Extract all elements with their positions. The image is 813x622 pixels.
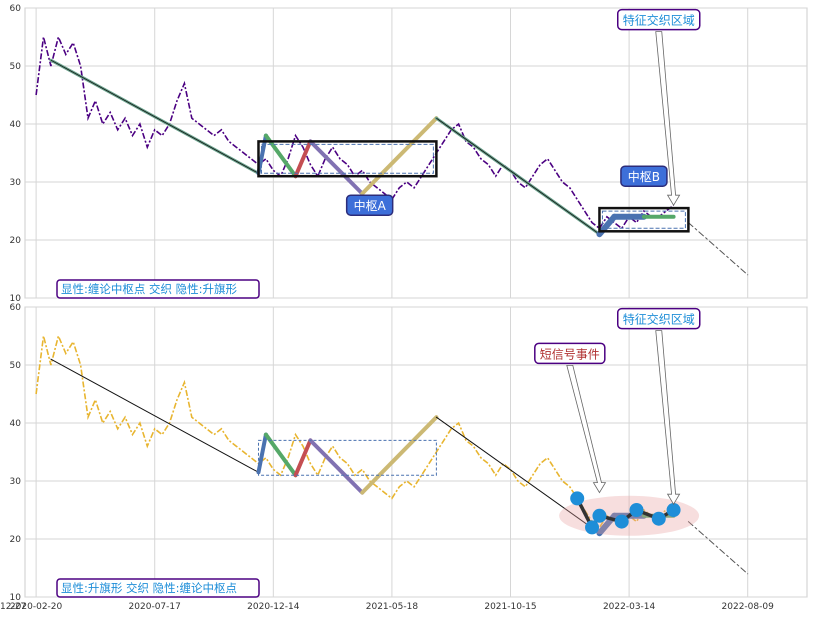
x-tick-label: 2021-05-18 bbox=[366, 602, 419, 612]
price-series-line bbox=[35, 333, 675, 529]
annotation-box bbox=[534, 342, 606, 365]
zhongshu-inner-box bbox=[601, 210, 686, 229]
signal-point bbox=[614, 514, 629, 529]
x-tick-label: 2021-10-15 bbox=[484, 602, 536, 612]
callout-arrow bbox=[655, 330, 681, 505]
y-tick-label: 40 bbox=[10, 419, 22, 429]
annotation-box bbox=[620, 165, 668, 187]
bi-segment bbox=[360, 116, 439, 196]
annotation-box bbox=[617, 8, 701, 31]
callout-arrow bbox=[566, 365, 607, 494]
plot-area-1 bbox=[24, 7, 808, 299]
x-tick-label: 2020-02-20 bbox=[10, 602, 63, 612]
signal-point bbox=[592, 508, 607, 523]
signal-point bbox=[629, 503, 644, 517]
zhongshu-box bbox=[257, 140, 438, 178]
bi-segment bbox=[360, 415, 439, 495]
bi-segment bbox=[293, 139, 313, 179]
y-tick-label: 60 bbox=[10, 4, 22, 14]
legend-box bbox=[56, 279, 260, 299]
bi-segment bbox=[263, 432, 298, 478]
annotation-label: 中枢B bbox=[628, 169, 660, 184]
annotation-label: 中枢A bbox=[354, 198, 387, 213]
bi-segment bbox=[435, 416, 600, 534]
bi-segment-core bbox=[50, 59, 259, 174]
y-tick-label: 40 bbox=[10, 120, 22, 130]
bi-segment bbox=[687, 521, 749, 575]
annotation-box bbox=[345, 194, 394, 216]
y-tick-label: 50 bbox=[10, 62, 22, 72]
legend-text: 显性:缠论中枢点 交织 隐性:升旗形 bbox=[61, 282, 238, 296]
y-tick-label: 10 bbox=[10, 294, 22, 304]
legend-text: 显性:升旗形 交织 隐性:缠论中枢点 bbox=[61, 581, 237, 595]
y-tick-label: 20 bbox=[10, 535, 22, 545]
x-tick-label: 2022-08-09 bbox=[722, 602, 775, 612]
plot-area-2 bbox=[24, 306, 808, 598]
zhongshu-box bbox=[257, 439, 437, 476]
y-tick-label: 60 bbox=[10, 303, 22, 313]
y-tick-label: 50 bbox=[10, 361, 22, 371]
annotation-label: 短信号事件 bbox=[540, 347, 600, 361]
signal-point bbox=[666, 503, 681, 517]
signal-point bbox=[585, 520, 600, 535]
annotation-label: 特征交织区域 bbox=[623, 13, 695, 28]
y-tick-label: 20 bbox=[10, 236, 22, 246]
x-tick-label: 2022-12-27 bbox=[0, 602, 26, 612]
annotation-box bbox=[617, 307, 701, 330]
y-tick-label: 10 bbox=[10, 593, 22, 603]
bi-segment bbox=[687, 222, 749, 276]
zhongshu-box bbox=[598, 206, 690, 233]
bi-segment bbox=[308, 139, 365, 196]
y-tick-label: 30 bbox=[10, 477, 22, 487]
bi-segment-core bbox=[436, 117, 600, 235]
annotation-label: 特征交织区域 bbox=[623, 312, 695, 327]
signal-point bbox=[651, 511, 666, 526]
x-tick-label: 2020-12-14 bbox=[247, 602, 300, 612]
x-tick-label: 2020-07-17 bbox=[129, 602, 181, 612]
bi-segment bbox=[308, 438, 365, 495]
bi-segment bbox=[293, 438, 313, 478]
x-tick-label: 2022-03-14 bbox=[603, 602, 656, 612]
legend-box bbox=[56, 578, 260, 598]
bi-segment bbox=[50, 358, 259, 473]
signal-point bbox=[570, 491, 585, 506]
callout-arrow bbox=[655, 31, 681, 206]
zhongshu-inner-box bbox=[260, 143, 434, 174]
y-tick-label: 30 bbox=[10, 178, 22, 188]
